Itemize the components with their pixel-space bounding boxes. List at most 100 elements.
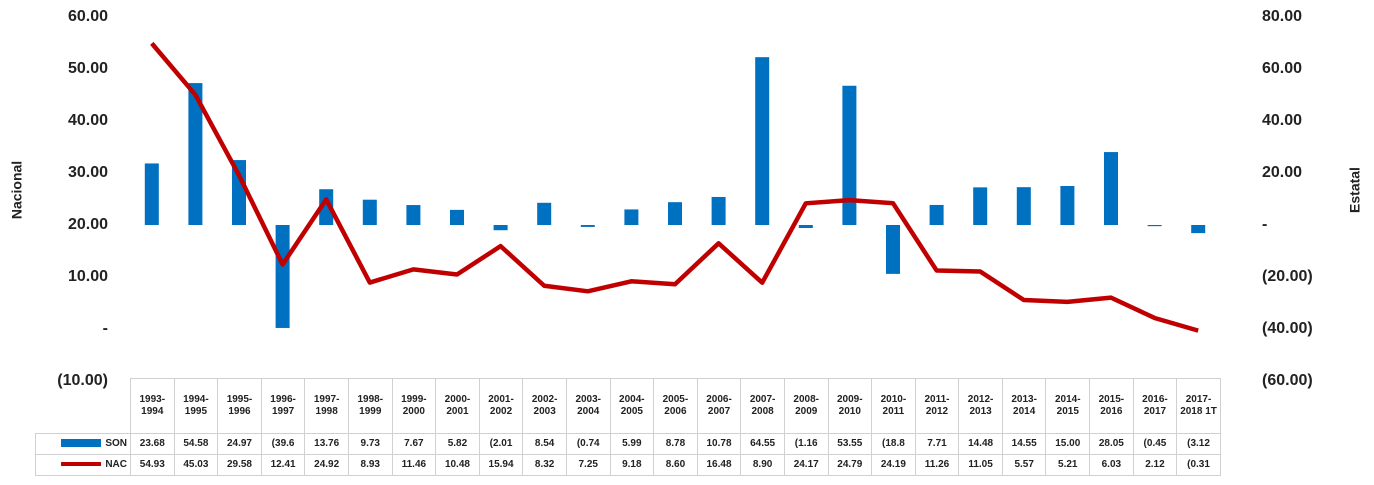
value-label: 7.71	[914, 432, 960, 455]
legend-label: SON	[105, 437, 127, 449]
category-label: 2005-2006	[653, 378, 698, 434]
value-label: 24.92	[304, 453, 349, 476]
value-label: 8.93	[347, 453, 393, 476]
category-label: 2002-2003	[522, 378, 567, 434]
bar	[624, 209, 639, 225]
legend-entry: NAC	[35, 453, 131, 476]
series-row: SON 23.68 54.58 24.97 (39.6 13.76 9.73 7.67 5.82…	[35, 432, 1221, 455]
category-label: 2004-2005	[609, 378, 655, 434]
y2-axis-title: Estatal	[1347, 167, 1363, 213]
value-label: (1.16	[783, 432, 829, 455]
y-tick-label: 30.00	[68, 164, 108, 181]
y2-tick-label: 80.00	[1262, 8, 1302, 25]
bar	[929, 204, 944, 225]
value-label: 10.78	[696, 432, 742, 455]
value-label: 2.12	[1132, 453, 1178, 476]
category-label: 2012-2013	[958, 378, 1003, 434]
category-label: 2013-2014	[1001, 378, 1047, 434]
category-label: 2017-2018 1T	[1176, 378, 1221, 434]
bar	[319, 189, 334, 225]
corner	[35, 378, 131, 434]
bar	[886, 225, 900, 274]
category-label: 1998-1999	[347, 378, 393, 434]
value-label: (3.12	[1176, 432, 1221, 455]
y-tick-label: 10.00	[68, 268, 108, 285]
bar	[275, 225, 290, 328]
value-label: 24.19	[871, 453, 916, 476]
value-label: 45.03	[173, 453, 219, 476]
category-label: 1994-1995	[173, 378, 219, 434]
value-label: 7.25	[565, 453, 611, 476]
value-label: 15.00	[1045, 432, 1091, 455]
category-label: 2008-2009	[783, 378, 829, 434]
value-label: 8.32	[522, 453, 567, 476]
y-tick-label: 50.00	[68, 60, 108, 77]
value-label: 64.55	[740, 432, 785, 455]
category-label: 1999-2000	[391, 378, 437, 434]
category-label: 1996-1997	[260, 378, 306, 434]
bar	[1147, 225, 1162, 227]
y2-tick-label: 20.00	[1262, 164, 1302, 181]
y2-tick-label: -	[1262, 216, 1267, 233]
value-label: 8.54	[522, 432, 567, 455]
legend-swatch	[61, 438, 102, 447]
y2-tick-label: (40.00)	[1262, 320, 1313, 337]
bar	[580, 225, 595, 227]
bar	[493, 225, 508, 231]
value-label: 13.76	[304, 432, 349, 455]
category-label: 2001-2002	[478, 378, 524, 434]
value-label: 7.67	[391, 432, 437, 455]
bar	[842, 85, 857, 226]
bar	[1104, 152, 1118, 225]
value-label: 5.57	[1001, 453, 1047, 476]
bar	[711, 196, 726, 225]
category-label: 2011-2012	[914, 378, 960, 434]
value-label: (18.8	[871, 432, 916, 455]
bar	[362, 199, 377, 225]
category-label: 2007-2008	[740, 378, 785, 434]
category-label: 2009-2010	[827, 378, 873, 434]
category-label: 2014-2015	[1045, 378, 1091, 434]
value-label: 11.26	[914, 453, 960, 476]
bar	[798, 225, 813, 229]
bar	[1016, 187, 1031, 225]
category-label: 2006-2007	[696, 378, 742, 434]
bar	[188, 83, 203, 225]
bar	[406, 205, 421, 225]
y2-tick-label: 60.00	[1262, 60, 1302, 77]
value-label: 10.48	[435, 453, 480, 476]
series-row: NAC 54.93 45.03 29.58 12.41 24.92 8.93 11.46 10.…	[35, 453, 1221, 476]
value-label: 9.73	[347, 432, 393, 455]
value-label: 54.58	[173, 432, 219, 455]
line	[150, 41, 1199, 333]
y-tick-label: 20.00	[68, 216, 108, 233]
bar	[1060, 186, 1075, 225]
value-label: 24.17	[783, 453, 829, 476]
value-label: (39.6	[260, 432, 306, 455]
value-label: 29.58	[217, 453, 262, 476]
value-label: 11.05	[958, 453, 1003, 476]
bar	[144, 163, 159, 225]
value-label: 8.90	[740, 453, 785, 476]
value-label: 14.55	[1001, 432, 1047, 455]
bar	[232, 160, 246, 225]
y-tick-label: 60.00	[68, 8, 108, 25]
value-label: 28.05	[1089, 432, 1134, 455]
value-label: 6.03	[1089, 453, 1134, 476]
category-label: 2010-2011	[871, 378, 916, 434]
value-label: 11.46	[391, 453, 437, 476]
legend-swatch	[61, 461, 102, 466]
bar	[450, 209, 464, 225]
bar	[668, 202, 682, 225]
value-label: 16.48	[696, 453, 742, 476]
category-label: 2015-2016	[1089, 378, 1134, 434]
value-label: (2.01	[478, 432, 524, 455]
value-label: 53.55	[827, 432, 873, 455]
value-label: 24.79	[827, 453, 873, 476]
value-label: (0.31	[1176, 453, 1221, 476]
bar	[537, 202, 552, 225]
value-label: (0.74	[565, 432, 611, 455]
y-tick-label: 40.00	[68, 112, 108, 129]
bar	[1191, 225, 1206, 234]
